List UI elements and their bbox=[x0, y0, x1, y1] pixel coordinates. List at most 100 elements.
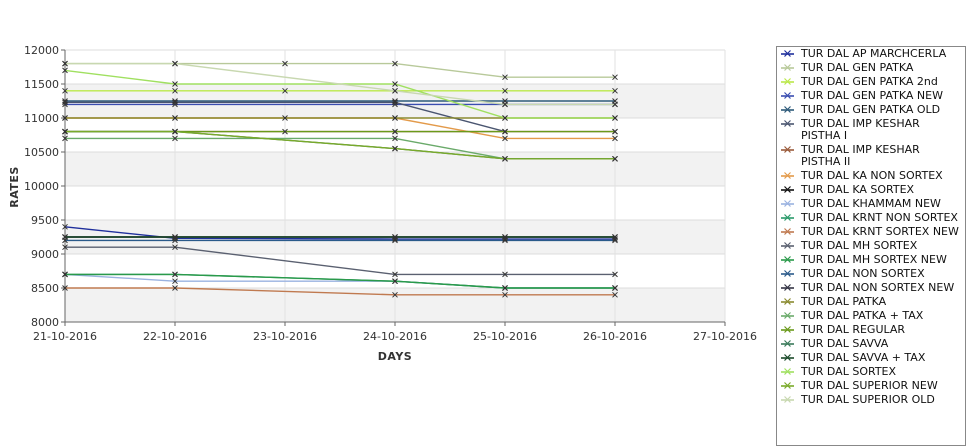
x-tick-label: 24-10-2016 bbox=[363, 330, 427, 343]
data-point bbox=[172, 244, 178, 251]
legend-label: TUR DAL KRNT SORTEX NEW bbox=[801, 225, 959, 238]
legend-label: TUR DAL GEN PATKA NEW bbox=[801, 89, 943, 102]
x-tick-label: 21-10-2016 bbox=[33, 330, 97, 343]
legend-item: TUR DAL NON SORTEX NEW bbox=[777, 281, 965, 295]
legend-swatch bbox=[781, 396, 794, 403]
legend-item: TUR DAL GEN PATKA NEW bbox=[777, 89, 965, 103]
legend-item: TUR DAL KHAMMAM NEW bbox=[777, 197, 965, 211]
data-point bbox=[392, 278, 398, 285]
data-point bbox=[172, 115, 178, 121]
data-point bbox=[392, 87, 398, 94]
legend-label: TUR DAL KA NON SORTEX bbox=[801, 169, 943, 182]
data-point bbox=[62, 244, 68, 251]
x-tick-label: 26-10-2016 bbox=[583, 330, 647, 343]
legend-swatch bbox=[781, 172, 794, 179]
legend-item: TUR DAL IMP KESHAR PISTHA II bbox=[777, 143, 965, 169]
line-chart: 8000 8500 9000 9500 10000 10500 11000 11500 1200… bbox=[8, 44, 757, 363]
y-tick-label: 11500 bbox=[24, 78, 59, 91]
legend-item: TUR DAL SORTEX bbox=[777, 365, 965, 379]
data-point bbox=[172, 278, 178, 285]
data-point bbox=[392, 99, 398, 106]
x-tick-label: 27-10-2016 bbox=[693, 330, 757, 343]
data-point bbox=[282, 128, 288, 135]
y-tick-label: 10500 bbox=[24, 146, 59, 159]
y-tick-labels: 8000 8500 9000 9500 10000 10500 11000 11500 1200… bbox=[24, 44, 59, 329]
data-point bbox=[612, 236, 618, 242]
data-point bbox=[502, 155, 508, 162]
data-point bbox=[502, 236, 508, 242]
data-point bbox=[392, 128, 398, 135]
data-point bbox=[172, 135, 178, 142]
data-point bbox=[612, 285, 618, 291]
data-point bbox=[282, 87, 288, 94]
legend-swatch bbox=[781, 312, 794, 319]
data-point bbox=[62, 99, 68, 106]
data-point bbox=[62, 223, 68, 230]
legend-swatch bbox=[781, 214, 794, 221]
legend-label: TUR DAL IMP KESHAR PISTHA II bbox=[801, 143, 920, 168]
legend-item: TUR DAL KA NON SORTEX bbox=[777, 169, 965, 183]
data-point bbox=[392, 271, 398, 278]
legend-swatch bbox=[781, 284, 794, 291]
legend-label: TUR DAL IMP KESHAR PISTHA I bbox=[801, 117, 920, 142]
legend-item: TUR DAL KRNT SORTEX NEW bbox=[777, 225, 965, 239]
legend-item: TUR DAL PATKA + TAX bbox=[777, 309, 965, 323]
legend-label: TUR DAL PATKA + TAX bbox=[801, 309, 924, 322]
legend-item: TUR DAL SAVVA bbox=[777, 337, 965, 351]
y-tick-label: 9500 bbox=[31, 214, 59, 227]
data-point bbox=[502, 74, 508, 81]
axes bbox=[61, 49, 726, 326]
data-point bbox=[392, 145, 398, 152]
legend-item: TUR DAL KA SORTEX bbox=[777, 183, 965, 197]
data-point bbox=[62, 285, 68, 291]
legend-item: TUR DAL GEN PATKA 2nd bbox=[777, 75, 965, 89]
x-tick-labels: 21-10-2016 22-10-2016 23-10-2016 24-10-2016… bbox=[33, 330, 757, 343]
data-point bbox=[172, 128, 178, 135]
legend-label: TUR DAL NON SORTEX bbox=[801, 267, 925, 280]
data-point bbox=[502, 291, 508, 298]
legend-item: TUR DAL REGULAR bbox=[777, 323, 965, 337]
data-point bbox=[172, 271, 178, 278]
data-point bbox=[612, 155, 618, 162]
data-point bbox=[62, 128, 68, 135]
data-point bbox=[62, 271, 68, 278]
legend-swatch bbox=[781, 78, 794, 85]
data-point bbox=[612, 87, 618, 94]
data-point bbox=[502, 101, 508, 108]
y-axis-label: RATES bbox=[8, 166, 21, 208]
data-point bbox=[392, 81, 398, 87]
data-point bbox=[502, 234, 508, 240]
x-axis-label: DAYS bbox=[378, 350, 412, 363]
legend-label: TUR DAL SUPERIOR NEW bbox=[801, 379, 938, 392]
legend-swatch bbox=[781, 326, 794, 333]
legend-label: TUR DAL GEN PATKA bbox=[801, 61, 914, 74]
legend-swatch bbox=[781, 368, 794, 375]
legend-item: TUR DAL SUPERIOR NEW bbox=[777, 379, 965, 393]
legend-item: TUR DAL GEN PATKA bbox=[777, 61, 965, 75]
legend-item: TUR DAL KRNT NON SORTEX bbox=[777, 211, 965, 225]
data-point bbox=[612, 128, 618, 135]
data-point bbox=[502, 128, 508, 135]
data-point bbox=[392, 234, 398, 240]
legend-label: TUR DAL SAVVA bbox=[801, 337, 889, 350]
legend-label: TUR DAL SORTEX bbox=[801, 365, 897, 378]
data-point bbox=[172, 81, 178, 87]
data-point bbox=[62, 60, 68, 67]
data-point bbox=[172, 87, 178, 94]
data-point bbox=[62, 115, 68, 121]
data-point bbox=[172, 285, 178, 291]
legend: TUR DAL AP MARCHCERLA TUR DAL GEN PATKA TU… bbox=[776, 46, 966, 446]
data-point bbox=[502, 135, 508, 142]
legend-label: TUR DAL REGULAR bbox=[801, 323, 906, 336]
legend-label: TUR DAL GEN PATKA 2nd bbox=[801, 75, 938, 88]
data-point bbox=[392, 60, 398, 67]
legend-label: TUR DAL MH SORTEX NEW bbox=[801, 253, 947, 266]
data-point bbox=[392, 115, 398, 121]
legend-item: TUR DAL AP MARCHCERLA bbox=[777, 47, 965, 61]
data-point bbox=[62, 135, 68, 142]
data-point bbox=[172, 60, 178, 67]
legend-swatch bbox=[781, 120, 794, 127]
data-point bbox=[502, 87, 508, 94]
legend-label: TUR DAL NON SORTEX NEW bbox=[801, 281, 955, 294]
legend-swatch bbox=[781, 354, 794, 361]
